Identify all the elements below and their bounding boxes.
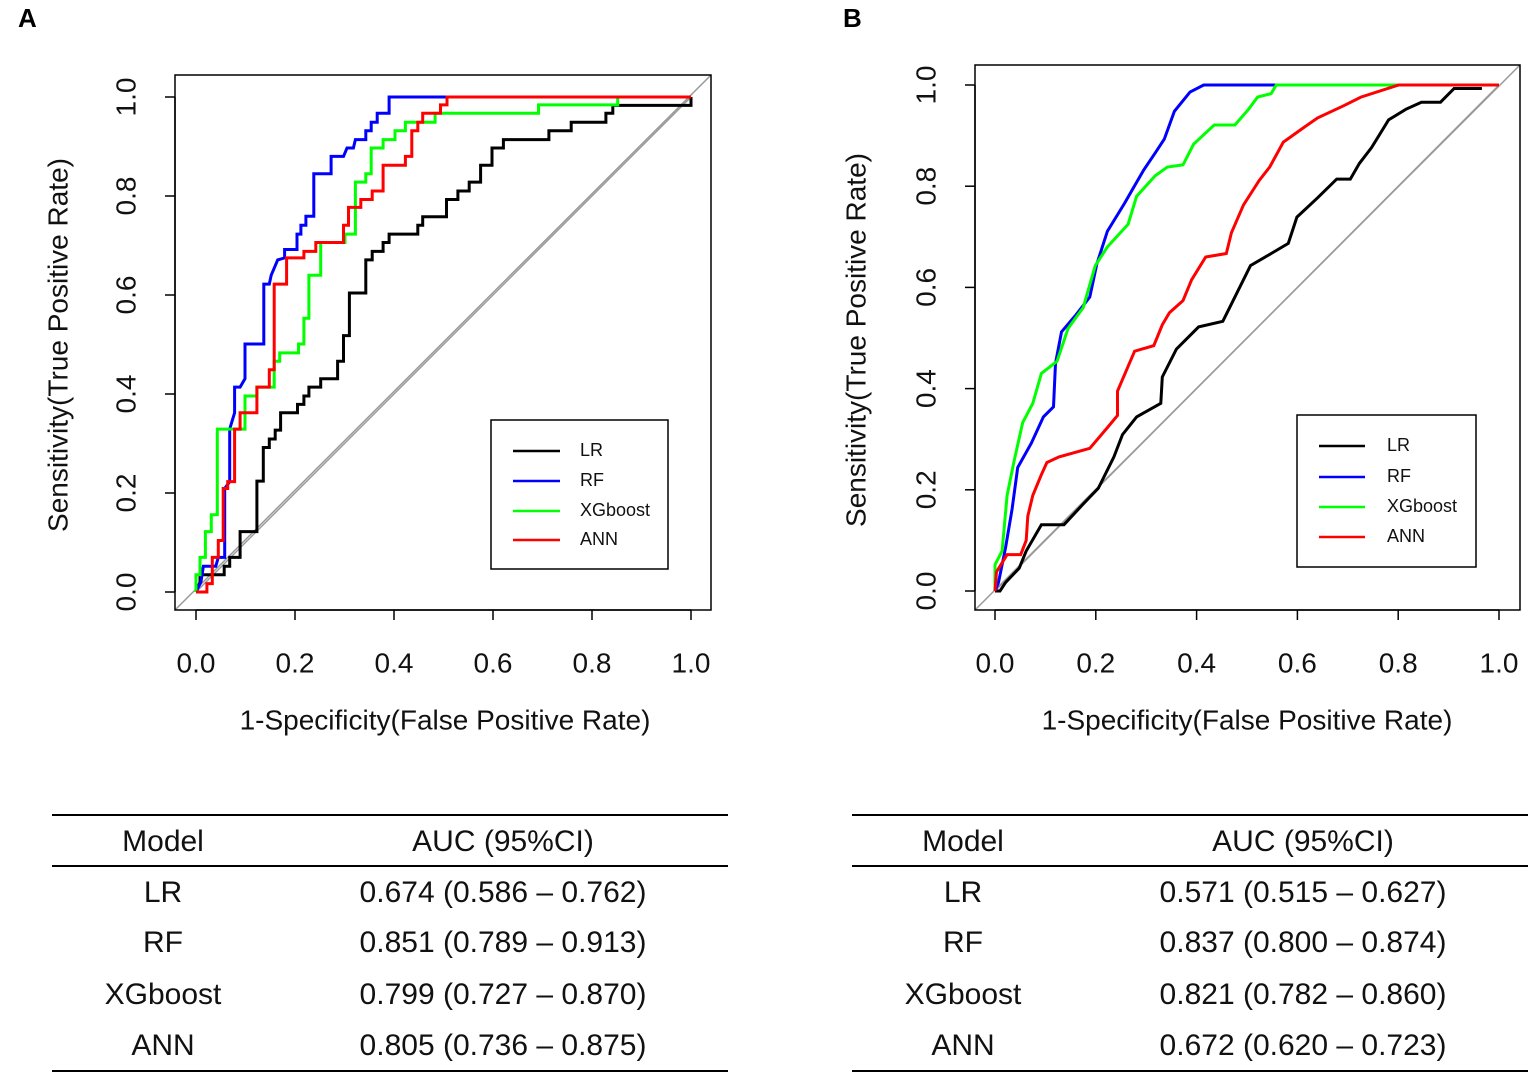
- roc-curve-ann: [993, 83, 1499, 592]
- legend-box: [1296, 414, 1477, 568]
- reference-diagonal: [195, 96, 692, 593]
- roc-curve-xgboost: [194, 95, 691, 592]
- panel-label: A: [18, 3, 37, 33]
- model-name-cell: XGboost: [104, 978, 222, 1011]
- reference-diagonal-extended: [974, 64, 1521, 611]
- x-tick-label: 0.6: [1278, 647, 1317, 678]
- roc-curve-xgboost: [993, 83, 1499, 591]
- roc-panel-b: B 0.0 0.2 0.4 0.6 0.8 1.0 0.0 0.2 0.4 0.6 0.8 1.0 1-S…: [840, 3, 1521, 735]
- legend-label-rf: RF: [580, 470, 604, 490]
- table-header-cell: Model: [122, 825, 204, 858]
- roc-curve-lr: [194, 97, 693, 593]
- legend: LR RF XGboost ANN: [1296, 414, 1477, 568]
- model-name-cell: ANN: [931, 1029, 995, 1062]
- auc-value-cell: 0.805 (0.736 – 0.875): [359, 1029, 647, 1062]
- y-axis-label: Sensitivity(True Positive Rate): [840, 153, 871, 527]
- legend-box: [490, 419, 669, 570]
- y-tick-label: 1.0: [110, 78, 141, 117]
- y-tick-label: 0.8: [910, 167, 941, 206]
- legend-label-xgboost: XGboost: [1387, 496, 1457, 516]
- auc-value-cell: 0.672 (0.620 – 0.723): [1159, 1029, 1447, 1062]
- legend-label-ann: ANN: [580, 529, 618, 549]
- x-axis-label: 1-Specificity(False Positive Rate): [1042, 704, 1453, 735]
- table-rule: [52, 865, 728, 867]
- x-tick-label: 0.4: [1177, 647, 1216, 678]
- model-name-cell: ANN: [131, 1029, 195, 1062]
- panel-label: B: [843, 3, 862, 33]
- roc-curve-lr: [995, 87, 1482, 593]
- legend: LR RF XGboost ANN: [490, 419, 669, 570]
- table-rule: [852, 814, 1528, 816]
- table-header-cell: Model: [922, 825, 1004, 858]
- x-tick-label: 1.0: [672, 647, 711, 678]
- model-name-cell: LR: [143, 876, 183, 909]
- roc-panel-a: A 0.0 0.2 0.4 0.6 0.8 1.0 0.0 0.2 0.4 0.6 0.8 1.0 1-S…: [18, 3, 712, 735]
- y-tick-label: 0.0: [910, 572, 941, 611]
- y-tick-label: 0.4: [910, 369, 941, 408]
- x-tick-label: 0.8: [1379, 647, 1418, 678]
- y-tick-label: 0.6: [110, 276, 141, 315]
- auc-value-cell: 0.821 (0.782 – 0.860): [1159, 978, 1447, 1011]
- y-tick-label: 0.4: [110, 375, 141, 414]
- table-rule: [52, 1070, 728, 1072]
- x-tick-label: 1.0: [1480, 647, 1519, 678]
- model-name-cell: RF: [143, 926, 183, 959]
- y-tick-label: 0.8: [110, 177, 141, 216]
- roc-curve-ann: [196, 95, 691, 594]
- model-name-cell: LR: [943, 876, 983, 909]
- table-header-cell: AUC (95%CI): [412, 825, 594, 858]
- roc-curve-rf: [194, 95, 691, 593]
- model-name-cell: RF: [943, 926, 983, 959]
- x-tick-label: 0.4: [375, 647, 414, 678]
- model-name-cell: XGboost: [904, 978, 1022, 1011]
- table-rule: [852, 1070, 1528, 1072]
- roc-curve-rf: [993, 83, 1499, 592]
- y-tick-label: 0.2: [910, 470, 941, 509]
- auc-value-cell: 0.674 (0.586 – 0.762): [359, 876, 647, 909]
- legend-label-lr: LR: [580, 440, 603, 460]
- auc-value-cell: 0.799 (0.727 – 0.870): [359, 978, 647, 1011]
- x-tick-label: 0.2: [276, 647, 315, 678]
- auc-value-cell: 0.837 (0.800 – 0.874): [1159, 926, 1447, 959]
- auc-value-cell: 0.571 (0.515 – 0.627): [1159, 876, 1447, 909]
- y-tick-label: 0.0: [110, 573, 141, 612]
- y-tick-label: 0.6: [910, 268, 941, 307]
- x-tick-label: 0.2: [1076, 647, 1115, 678]
- y-tick-label: 1.0: [910, 66, 941, 105]
- y-tick-label: 0.2: [110, 474, 141, 513]
- legend-label-lr: LR: [1387, 435, 1410, 455]
- x-tick-label: 0.8: [573, 647, 612, 678]
- table-rule: [52, 814, 728, 816]
- legend-label-rf: RF: [1387, 466, 1411, 486]
- reference-diagonal-extended: [174, 74, 712, 611]
- table-rule: [852, 865, 1528, 867]
- x-tick-label: 0.6: [474, 647, 513, 678]
- x-tick-label: 0.0: [976, 647, 1015, 678]
- x-axis-label: 1-Specificity(False Positive Rate): [240, 704, 651, 735]
- y-axis-label: Sensitivity(True Positive Rate): [42, 158, 73, 532]
- legend-label-ann: ANN: [1387, 526, 1425, 546]
- legend-label-xgboost: XGboost: [580, 500, 650, 520]
- x-tick-label: 0.0: [177, 647, 216, 678]
- auc-value-cell: 0.851 (0.789 – 0.913): [359, 926, 647, 959]
- table-header-cell: AUC (95%CI): [1212, 825, 1394, 858]
